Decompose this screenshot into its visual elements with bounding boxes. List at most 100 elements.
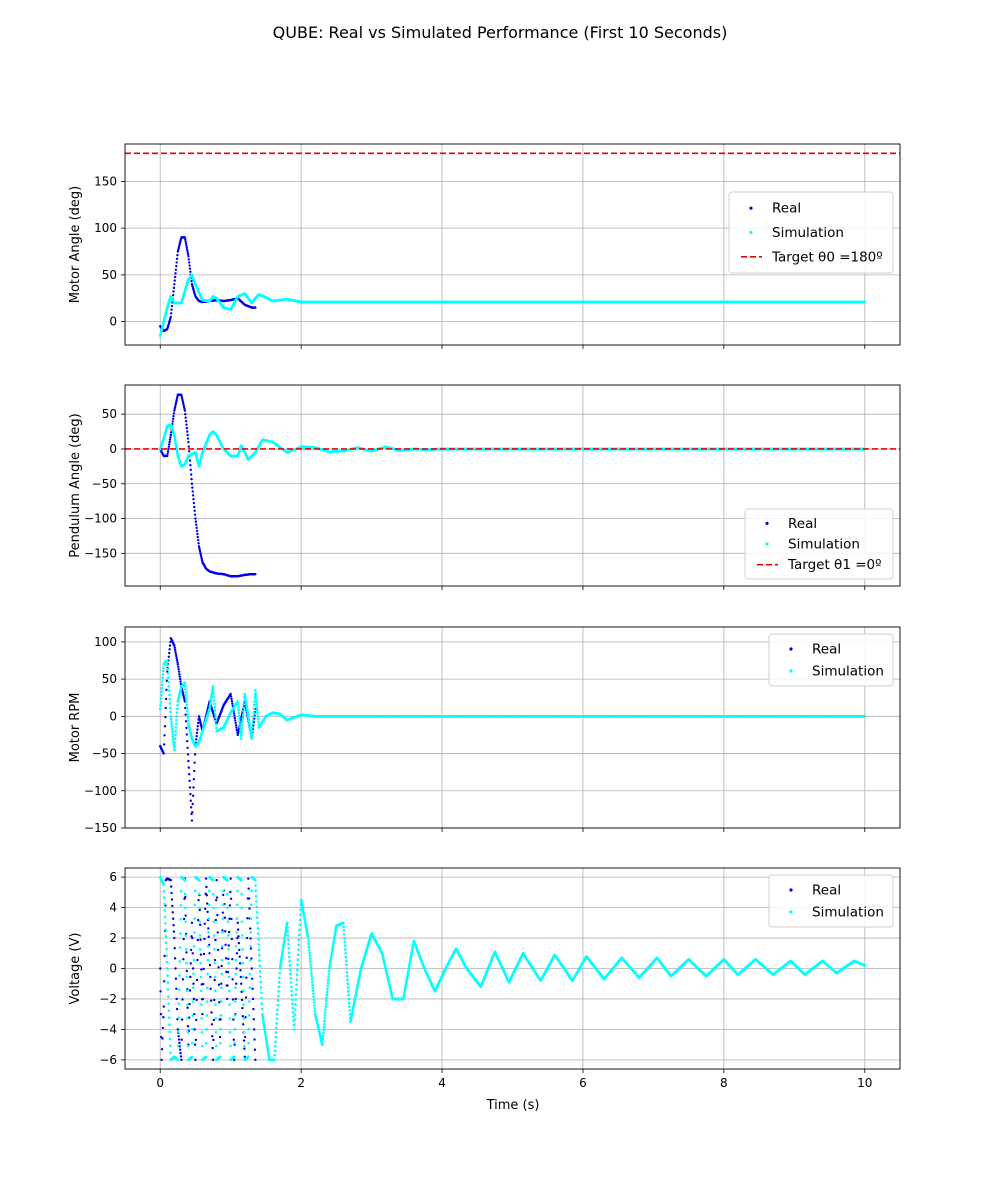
series-real [159,236,257,333]
data-point [187,450,191,453]
data-point [193,509,196,513]
data-point [172,414,175,418]
data-point [184,416,187,419]
data-point [168,443,171,446]
data-point [186,252,190,256]
data-point [172,286,176,290]
data-point [169,433,172,437]
data-point [175,261,178,264]
data-point [195,529,199,533]
data-point [186,250,189,254]
data-point [192,501,196,505]
data-point [189,473,193,476]
data-point [187,261,191,264]
data-point [190,477,193,481]
data-point [170,308,173,311]
data-point [186,430,189,433]
data-point [188,264,191,267]
y-tick-label: 0 [109,442,117,456]
data-point [173,283,176,286]
data-point [254,572,257,576]
data-point [184,413,187,416]
data-point [167,445,171,448]
data-point [197,542,200,545]
data-point [169,312,173,315]
data-point [196,538,200,542]
data-point [196,532,199,536]
data-point [185,423,188,426]
data-point [186,248,189,252]
data-point [195,526,198,530]
series-simulation [158,273,867,337]
data-point [185,244,188,247]
data-point [194,517,197,520]
data-point [187,254,190,258]
data-point [194,520,198,523]
y-tick-label: 0 [109,315,117,329]
data-point [187,258,190,261]
y-tick-label: −150 [84,546,117,560]
data-point [196,535,199,539]
data-point [186,433,189,437]
legend-box [728,191,894,274]
data-point [172,290,175,293]
y-tick-label: 50 [102,268,117,282]
data-point [254,306,257,309]
data-point [183,236,187,239]
data-point [184,240,187,243]
data-point [186,437,190,440]
legend-label: Real [772,201,801,217]
series-real [159,393,257,578]
data-point [176,253,179,257]
data-point [166,452,169,455]
data-point [169,436,172,439]
data-point [187,445,190,448]
legend-marker-simulation [749,230,753,235]
data-point [183,409,187,412]
data-point [184,238,187,241]
data-point [174,268,178,271]
data-point [169,315,172,319]
data-point [169,431,173,434]
y-axis-label: Pendulum Angle (deg) [68,413,83,558]
y-tick-label: 50 [102,407,117,421]
legend-label: Target θ0 =180º [771,249,883,265]
subplot-motor-angle: 0 50 100 150 Motor Angle (deg) Real Simulation… [68,143,901,349]
y-tick-label: 100 [94,221,117,235]
y-tick-label: 150 [94,174,117,188]
data-point [173,275,177,279]
data-point [192,498,195,501]
data-point [193,513,197,516]
data-point [167,447,170,451]
data-point [185,246,189,250]
data-point [166,454,169,458]
data-point [188,267,192,270]
legend-label: Simulation [772,225,844,241]
data-point [171,420,174,423]
data-point [184,242,188,245]
data-point [184,419,188,423]
data-point [170,304,174,308]
data-point [195,523,198,526]
data-point [189,468,192,472]
y-tick-label: −50 [92,477,117,491]
legend: Real Simulation Target θ0 =180º [728,191,894,274]
data-point [191,490,194,493]
data-point [168,438,172,441]
data-point [171,293,175,297]
data-point [190,279,193,283]
series-simulation [158,423,867,468]
data-point [172,412,176,415]
data-point [166,450,170,453]
data-point [171,417,175,421]
y-axis-label: Motor Angle (deg) [68,186,83,303]
figure-title: QUBE: Real vs Simulated Performance (Fir… [273,23,728,42]
axes-frame [124,143,901,346]
data-point [863,300,867,304]
data-point [175,257,179,260]
data-point [174,272,177,275]
data-point [190,482,194,485]
legend-marker-real [749,206,753,210]
